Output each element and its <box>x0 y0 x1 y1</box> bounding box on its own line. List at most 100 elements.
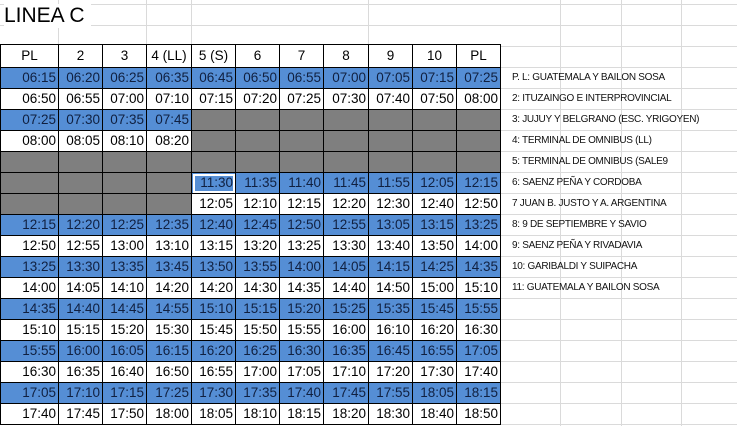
time-cell[interactable]: 11:30 <box>191 172 236 194</box>
time-cell[interactable]: 13:40 <box>368 235 413 257</box>
time-cell[interactable]: 17:10 <box>323 361 369 383</box>
empty-cell[interactable] <box>456 130 501 152</box>
time-cell[interactable]: 14:40 <box>323 277 369 299</box>
empty-cell[interactable] <box>412 130 457 152</box>
column-header[interactable]: 10 <box>412 44 457 68</box>
time-cell[interactable]: 12:40 <box>412 193 457 215</box>
time-cell[interactable]: 12:15 <box>279 193 324 215</box>
time-cell[interactable]: 07:40 <box>368 88 413 110</box>
column-header[interactable]: 2 <box>58 44 103 68</box>
time-cell[interactable]: 07:20 <box>235 88 280 110</box>
time-cell[interactable]: 14:25 <box>412 256 457 278</box>
time-cell[interactable]: 06:50 <box>235 67 280 89</box>
sheet-title[interactable]: LINEA C <box>4 4 91 28</box>
time-cell[interactable]: 17:00 <box>235 361 280 383</box>
time-cell[interactable]: 12:55 <box>323 214 369 236</box>
time-cell[interactable]: 18:40 <box>412 403 457 425</box>
time-cell[interactable]: 13:50 <box>412 235 457 257</box>
time-cell[interactable]: 07:45 <box>146 109 192 131</box>
column-header[interactable]: 4 (LL) <box>146 44 192 68</box>
time-cell[interactable]: 17:55 <box>368 382 413 404</box>
time-cell[interactable]: 08:05 <box>58 130 103 152</box>
empty-cell[interactable] <box>58 193 103 215</box>
time-cell[interactable]: 13:05 <box>368 214 413 236</box>
time-cell[interactable]: 12:10 <box>235 193 280 215</box>
time-cell[interactable]: 16:20 <box>412 319 457 341</box>
time-cell[interactable]: 16:35 <box>323 340 369 362</box>
column-header[interactable]: PL <box>0 44 59 68</box>
empty-cell[interactable] <box>235 130 280 152</box>
empty-cell[interactable] <box>102 172 147 194</box>
time-cell[interactable]: 16:55 <box>191 361 236 383</box>
time-cell[interactable]: 14:40 <box>58 298 103 320</box>
time-cell[interactable]: 12:50 <box>279 214 324 236</box>
time-cell[interactable]: 12:35 <box>146 214 192 236</box>
time-cell[interactable]: 17:05 <box>279 361 324 383</box>
time-cell[interactable]: 07:30 <box>58 109 103 131</box>
empty-cell[interactable] <box>323 151 369 173</box>
time-cell[interactable]: 13:10 <box>146 235 192 257</box>
time-cell[interactable]: 13:50 <box>191 256 236 278</box>
time-cell[interactable]: 14:35 <box>0 298 59 320</box>
time-cell[interactable]: 13:35 <box>102 256 147 278</box>
time-cell[interactable]: 14:00 <box>279 256 324 278</box>
time-cell[interactable]: 16:55 <box>412 340 457 362</box>
time-cell[interactable]: 13:25 <box>0 256 59 278</box>
time-cell[interactable]: 15:10 <box>0 319 59 341</box>
time-cell[interactable]: 18:50 <box>456 403 501 425</box>
time-cell[interactable]: 15:55 <box>456 298 501 320</box>
time-cell[interactable]: 18:20 <box>323 403 369 425</box>
time-cell[interactable]: 11:55 <box>368 172 413 194</box>
time-cell[interactable]: 17:20 <box>368 361 413 383</box>
time-cell[interactable]: 11:40 <box>279 172 324 194</box>
time-cell[interactable]: 15:55 <box>279 319 324 341</box>
time-cell[interactable]: 06:35 <box>146 67 192 89</box>
time-cell[interactable]: 07:15 <box>191 88 236 110</box>
time-cell[interactable]: 16:00 <box>323 319 369 341</box>
time-cell[interactable]: 08:10 <box>102 130 147 152</box>
legend-item[interactable]: 7 JUAN B. JUSTO Y A. ARGENTINA <box>512 198 667 209</box>
time-cell[interactable]: 16:50 <box>146 361 192 383</box>
time-cell[interactable]: 15:20 <box>102 319 147 341</box>
time-cell[interactable]: 14:15 <box>368 256 413 278</box>
time-cell[interactable]: 13:45 <box>146 256 192 278</box>
empty-cell[interactable] <box>235 109 280 131</box>
empty-cell[interactable] <box>191 130 236 152</box>
time-cell[interactable]: 16:05 <box>102 340 147 362</box>
time-cell[interactable]: 17:50 <box>102 403 147 425</box>
empty-cell[interactable] <box>191 109 236 131</box>
time-cell[interactable]: 06:45 <box>191 67 236 89</box>
empty-cell[interactable] <box>368 109 413 131</box>
time-cell[interactable]: 06:50 <box>0 88 59 110</box>
time-cell[interactable]: 13:30 <box>323 235 369 257</box>
time-cell[interactable]: 17:45 <box>323 382 369 404</box>
legend-item[interactable]: 10: GARIBALDI Y SUIPACHA <box>512 261 638 272</box>
empty-cell[interactable] <box>58 151 103 173</box>
time-cell[interactable]: 07:05 <box>368 67 413 89</box>
column-header[interactable]: 3 <box>102 44 147 68</box>
time-cell[interactable]: 15:15 <box>235 298 280 320</box>
time-cell[interactable]: 16:45 <box>368 340 413 362</box>
time-cell[interactable]: 17:40 <box>0 403 59 425</box>
time-cell[interactable]: 12:20 <box>58 214 103 236</box>
empty-cell[interactable] <box>368 151 413 173</box>
empty-cell[interactable] <box>412 109 457 131</box>
legend-item[interactable]: 3: JUJUY Y BELGRANO (ESC. YRIGOYEN) <box>512 114 700 125</box>
empty-cell[interactable] <box>0 151 59 173</box>
time-cell[interactable]: 15:45 <box>412 298 457 320</box>
time-cell[interactable]: 12:20 <box>323 193 369 215</box>
column-header[interactable]: 8 <box>323 44 369 68</box>
time-cell[interactable]: 16:30 <box>279 340 324 362</box>
empty-cell[interactable] <box>146 151 192 173</box>
time-cell[interactable]: 15:50 <box>235 319 280 341</box>
time-cell[interactable]: 06:20 <box>58 67 103 89</box>
time-cell[interactable]: 16:15 <box>146 340 192 362</box>
time-cell[interactable]: 07:25 <box>456 67 501 89</box>
time-cell[interactable]: 06:25 <box>102 67 147 89</box>
time-cell[interactable]: 14:05 <box>323 256 369 278</box>
time-cell[interactable]: 06:55 <box>279 67 324 89</box>
legend-item[interactable]: 11: GUATEMALA Y BAILON SOSA <box>512 282 660 293</box>
time-cell[interactable]: 14:35 <box>279 277 324 299</box>
time-cell[interactable]: 14:10 <box>102 277 147 299</box>
empty-cell[interactable] <box>0 172 59 194</box>
